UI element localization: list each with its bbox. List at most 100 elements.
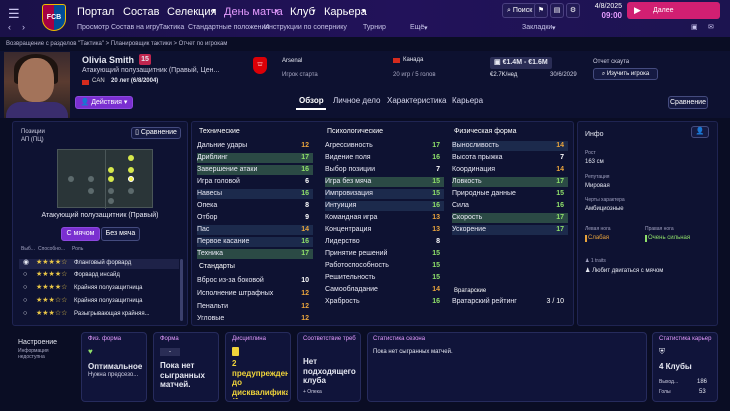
menu-club[interactable]: Клуб — [290, 6, 315, 18]
info-panel — [577, 121, 718, 326]
notes-button[interactable]: ▤ — [550, 3, 564, 18]
stars-rating: ★★★☆☆ — [36, 297, 68, 304]
flag-icon — [82, 80, 89, 85]
tab-career[interactable]: Карьера — [452, 96, 484, 105]
tab-attributes[interactable]: Характеристика — [387, 96, 447, 105]
submenu-lineup[interactable]: Состав на игру — [111, 24, 160, 31]
role-label: Форвард инсайд — [74, 272, 120, 278]
role-row[interactable] — [19, 259, 179, 269]
submenu-opposition[interactable]: Инструкции по сопернику — [264, 24, 347, 31]
attribute-row: Отбор 9 — [197, 214, 309, 221]
without-ball-button[interactable]: Без мяча — [101, 227, 140, 241]
career-stats-card[interactable] — [652, 332, 718, 402]
attribute-row: Угловые 12 — [197, 315, 309, 322]
physical-title: Физическая форма — [454, 128, 517, 135]
forward-icon[interactable]: › — [22, 22, 25, 32]
form-badge: - — [160, 348, 180, 356]
reputation-value: Мировая — [585, 183, 610, 189]
player-wage: €2.7K/нед — [490, 72, 518, 78]
height-value: 163 см — [585, 159, 604, 165]
radio-icon[interactable]: ○ — [23, 310, 28, 317]
bookmarks-link[interactable]: Закладки — [522, 24, 553, 31]
tasks-icon[interactable]: ▣ — [691, 24, 698, 31]
attribute-row: Природные данные 15 — [452, 190, 564, 197]
radio-icon[interactable]: ◉ — [23, 259, 30, 266]
money-icon: ▣ — [494, 59, 501, 66]
position-dot — [128, 176, 134, 182]
tab-overview[interactable]: Обзор — [299, 96, 324, 105]
menu-icon[interactable]: ☰ — [8, 6, 20, 21]
chevron-down-icon: ▾ — [552, 25, 556, 32]
menu-portal[interactable]: Портал — [77, 6, 115, 18]
fitness-title: Физ. форма — [88, 336, 122, 342]
inbox-icon[interactable]: ✉ — [708, 24, 714, 31]
attribute-row: Храбрость 16 — [325, 298, 440, 305]
scout-report-label: Отчет скаута — [593, 59, 630, 65]
club-role: Игрок старта — [282, 72, 318, 78]
mood-title: Настроение — [18, 339, 58, 346]
actions-button[interactable]: 👤 Действия ▾ — [75, 96, 133, 109]
scout-player-button[interactable]: ⌕ Изучить игрока — [593, 68, 658, 80]
form-card[interactable] — [153, 332, 219, 402]
fitness-card[interactable] — [81, 332, 147, 402]
radio-icon[interactable]: ○ — [23, 284, 28, 291]
tab-profile[interactable]: Личное дело — [333, 96, 381, 105]
attribute-row: Интуиция 16 — [325, 201, 444, 211]
role-label: Фланговый форвард — [74, 260, 132, 266]
stars-rating: ★★★★☆ — [36, 259, 68, 266]
position-dot — [88, 188, 94, 194]
discipline-card[interactable] — [225, 332, 291, 402]
attribute-row: Агрессивность 17 — [325, 142, 440, 149]
submenu-overview[interactable]: Просмотр — [77, 24, 109, 31]
foot-bar — [645, 235, 647, 242]
settings-button[interactable]: ⚙ — [566, 3, 580, 18]
back-icon[interactable]: ‹ — [8, 22, 11, 32]
bookmark-button[interactable]: ⚑ — [534, 3, 548, 18]
career-apps-label: Выход... — [659, 379, 679, 385]
chevron-down-icon: ▾ — [275, 8, 279, 15]
position-pitch — [57, 149, 153, 209]
person-icon: 👤 — [80, 99, 90, 106]
position-dot — [108, 188, 114, 194]
player-club[interactable]: Arsenal — [282, 58, 303, 64]
search-button[interactable]: ⌕ Поиск — [502, 3, 538, 18]
scrollbar[interactable] — [180, 259, 183, 321]
form-value: Пока нет сыгранных матчей. — [160, 361, 205, 390]
person-info-button[interactable]: 👤 — [691, 126, 709, 138]
match-card[interactable] — [297, 332, 361, 402]
foot-bar — [585, 235, 587, 242]
person-icon: 👤 — [695, 128, 705, 135]
player-country[interactable]: Канада — [403, 57, 424, 63]
current-time: 09:00 — [601, 11, 622, 20]
attribute-row: Концентрация 13 — [325, 226, 440, 233]
menu-squad[interactable]: Состав — [123, 6, 160, 18]
compare-button[interactable]: Сравнение — [668, 96, 708, 109]
submenu-tournament[interactable]: Турнир — [363, 24, 386, 31]
attribute-row: Выносливость 14 — [452, 141, 568, 151]
right-foot-value: Очень сильная — [648, 235, 691, 241]
radio-icon[interactable]: ○ — [23, 271, 28, 278]
player-position: Атакующий полузащитник (Правый, Цен... — [82, 67, 220, 74]
attribute-row: Дриблинг 17 — [197, 153, 313, 163]
gk-rating-row: Вратарский рейтинг 3 / 10 — [452, 298, 564, 305]
club-crest[interactable]: FCB — [42, 4, 66, 31]
radio-icon[interactable]: ○ — [23, 297, 28, 304]
yellow-card-icon — [232, 347, 239, 356]
traits-value: Амбициозные — [585, 206, 624, 212]
continue-button[interactable]: ▶ Далее — [627, 2, 720, 19]
submenu-setpieces[interactable]: Стандартные положения — [188, 24, 270, 31]
menu-selection[interactable]: Селекция — [167, 6, 217, 18]
stars-rating: ★★★★☆ — [36, 271, 68, 278]
menu-matchday[interactable]: День матча — [224, 6, 283, 18]
positions-compare-button[interactable]: ▯ Сравнение — [131, 127, 181, 139]
position-dot — [108, 167, 114, 173]
squad-number: 15 — [139, 54, 151, 65]
submenu-more[interactable]: Ещё — [410, 24, 425, 31]
with-ball-button[interactable]: С мячом — [61, 227, 100, 241]
notes-icon: ▤ — [553, 7, 561, 14]
season-stats-card[interactable] — [367, 332, 647, 402]
breadcrumb[interactable]: Возвращение с разделов "Тактика" > Плани… — [6, 41, 228, 47]
attribute-row: Видение поля 16 — [325, 154, 440, 161]
submenu-tactics[interactable]: Тактика — [159, 24, 185, 31]
menu-career[interactable]: Карьера — [324, 6, 367, 18]
